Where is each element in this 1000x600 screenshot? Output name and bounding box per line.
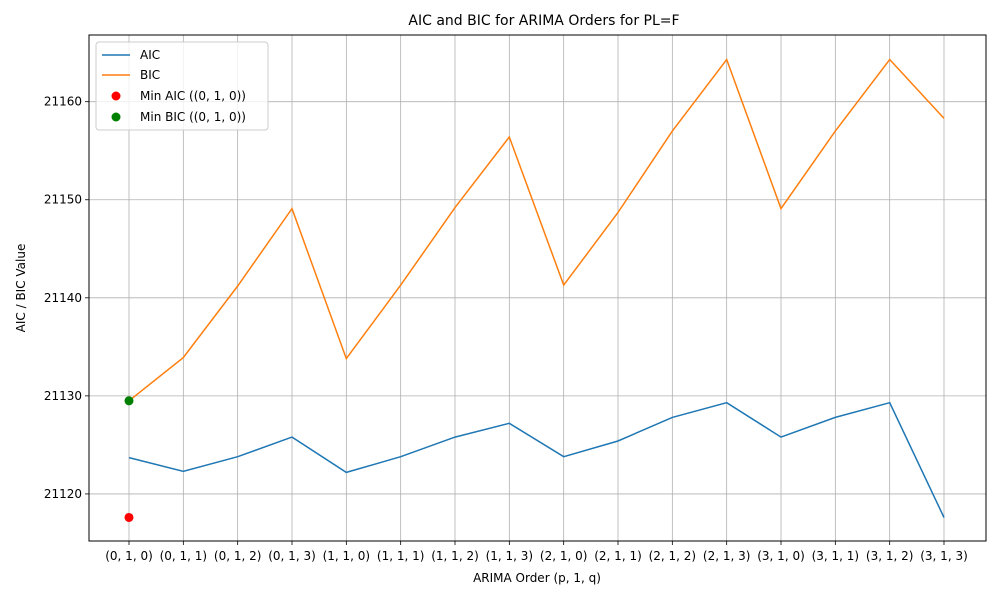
- x-tick-label: (0, 1, 0): [105, 549, 153, 563]
- legend-aic-label: AIC: [140, 48, 160, 62]
- x-ticks: (0, 1, 0) (0, 1, 1) (0, 1, 2) (0, 1, 3) (1, …: [105, 541, 968, 563]
- legend-min-aic-label: Min AIC ((0, 1, 0)): [140, 89, 246, 103]
- x-tick-label: (2, 1, 1): [594, 549, 642, 563]
- legend-min-aic-swatch: [111, 91, 121, 101]
- x-tick-label: (1, 1, 0): [323, 549, 371, 563]
- legend: AIC BIC Min AIC ((0, 1, 0)) Min BIC ((0,…: [95, 41, 269, 131]
- min-bic-marker: [124, 396, 134, 406]
- y-ticks: 21120 21130 21140 21150 21160: [44, 95, 89, 501]
- series-layer: [128, 57, 945, 518]
- x-tick-label: (3, 1, 1): [812, 549, 860, 563]
- grid-layer: [89, 35, 986, 541]
- x-tick-label: (0, 1, 3): [268, 549, 316, 563]
- x-tick-label: (1, 1, 2): [431, 549, 479, 563]
- y-tick-label: 21150: [44, 193, 82, 207]
- y-tick-label: 21130: [44, 389, 82, 403]
- x-tick-label: (2, 1, 2): [649, 549, 697, 563]
- legend-min-bic-label: Min BIC ((0, 1, 0)): [140, 110, 246, 124]
- x-tick-label: (1, 1, 1): [377, 549, 425, 563]
- x-tick-label: (0, 1, 1): [160, 549, 208, 563]
- y-tick-label: 21120: [44, 487, 82, 501]
- x-axis-label: ARIMA Order (p, 1, q): [473, 571, 601, 585]
- legend-min-bic-swatch: [111, 112, 121, 122]
- legend-box: [95, 41, 269, 131]
- series-line-bic: [128, 57, 945, 402]
- x-tick-label: (3, 1, 3): [920, 549, 968, 563]
- series-line-aic: [128, 401, 945, 518]
- x-tick-label: (0, 1, 2): [214, 549, 262, 563]
- x-tick-label: (3, 1, 0): [757, 549, 805, 563]
- y-tick-label: 21160: [44, 95, 82, 109]
- x-tick-label: (2, 1, 3): [703, 549, 751, 563]
- legend-bic-label: BIC: [140, 68, 160, 82]
- marker-layer: [124, 396, 134, 522]
- chart-title: AIC and BIC for ARIMA Orders for PL=F: [408, 13, 679, 29]
- x-tick-label: (2, 1, 0): [540, 549, 588, 563]
- x-tick-label: (3, 1, 2): [866, 549, 914, 563]
- min-aic-marker: [124, 512, 134, 522]
- y-tick-label: 21140: [44, 291, 82, 305]
- plot-frame: [88, 34, 987, 542]
- x-tick-label: (1, 1, 3): [486, 549, 534, 563]
- y-axis-label: AIC / BIC Value: [14, 244, 28, 333]
